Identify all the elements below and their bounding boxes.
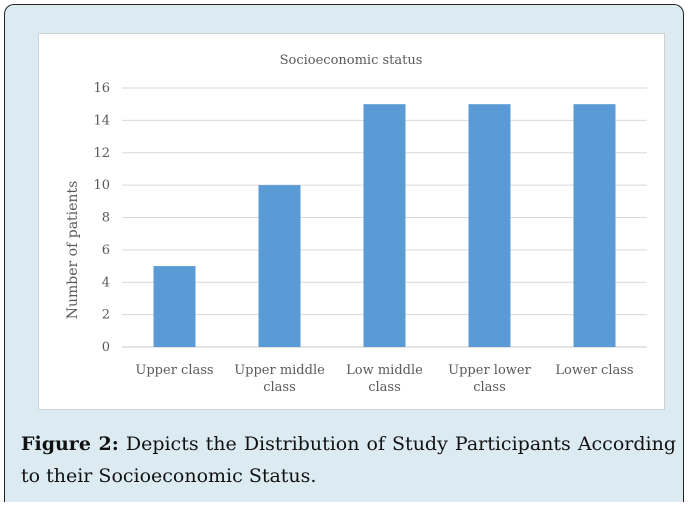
y-tick-label: 4: [102, 275, 110, 290]
bar: [468, 104, 511, 347]
caption-text: Depicts the Distribution of Study Partic…: [21, 433, 676, 487]
x-tick-label: Lower class: [555, 363, 633, 378]
x-tick-label: Upper class: [135, 363, 213, 378]
x-tick-label: class: [368, 380, 401, 395]
bars: [153, 104, 616, 347]
x-tick-label: Upper lower: [448, 363, 531, 378]
y-tick-label: 8: [102, 211, 110, 226]
figure-panel: Socioeconomic status Number of patients …: [4, 4, 684, 502]
y-tick-label: 6: [102, 243, 110, 258]
bar: [363, 104, 406, 347]
y-tick-label: 14: [93, 113, 110, 128]
chart-area: Socioeconomic status Number of patients …: [38, 33, 665, 410]
figure-caption: Figure 2: Depicts the Distribution of St…: [21, 428, 676, 492]
bar: [153, 266, 196, 347]
chart-title: Socioeconomic status: [280, 53, 423, 68]
x-tick-label: class: [263, 380, 296, 395]
y-tick-label: 2: [102, 308, 110, 323]
y-tick-label: 16: [93, 81, 110, 96]
y-tick-label: 0: [102, 340, 110, 355]
bar: [573, 104, 616, 347]
x-tick-label: Low middle: [346, 363, 423, 378]
x-tick-label: class: [473, 380, 506, 395]
y-tick-label: 10: [93, 178, 110, 193]
x-tick-labels: Upper class Upper middle class Low middle cl…: [135, 363, 633, 395]
y-axis-label: Number of patients: [65, 181, 81, 320]
x-tick-label: Upper middle: [234, 363, 325, 378]
bar: [258, 185, 301, 347]
y-tick-label: 12: [93, 146, 110, 161]
y-tick-labels: 0 2 4 6 8 10 12 14 16: [93, 81, 110, 355]
caption-label: Figure 2:: [21, 433, 119, 455]
bar-chart: Socioeconomic status Number of patients …: [65, 53, 647, 395]
